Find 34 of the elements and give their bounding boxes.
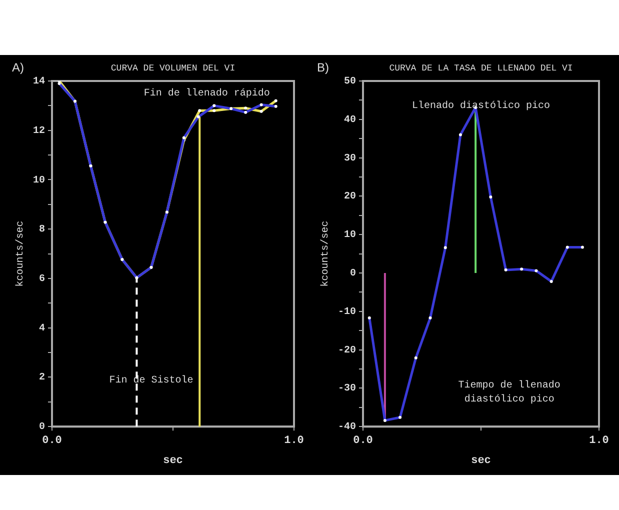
chart-title: CURVA DE VOLUMEN DEL VI bbox=[110, 63, 236, 74]
annotation: Fin de Sistole bbox=[109, 374, 194, 387]
x-tick-label: 0.0 bbox=[353, 434, 373, 447]
y-tick-label: 30 bbox=[344, 153, 356, 164]
y-tick-label: 40 bbox=[344, 114, 356, 126]
y-tick-label: -30 bbox=[338, 384, 356, 395]
y-tick-label: 4 bbox=[38, 323, 45, 334]
annotation: Tiempo de llenado diastólico pico bbox=[458, 380, 560, 406]
y-axis-title: kcounts/sec bbox=[14, 220, 27, 287]
y-tick-label: 0 bbox=[38, 422, 45, 434]
y-tick-label: 20 bbox=[344, 192, 356, 203]
text: B) bbox=[317, 60, 330, 74]
x-tick-label: 0.0 bbox=[42, 434, 62, 447]
y-tick-label: 6 bbox=[38, 274, 45, 285]
y-axis-title: kcounts/sec bbox=[320, 220, 332, 287]
y-tick-label: -20 bbox=[338, 345, 356, 356]
y-tick-label: 12 bbox=[32, 126, 45, 137]
chart-title: CURVA DE LA TASA DE LLENADO DEL VI bbox=[389, 63, 573, 74]
y-tick-label: 14 bbox=[32, 76, 45, 88]
y-tick-label: -10 bbox=[338, 306, 356, 318]
y-tick-label: 0 bbox=[350, 268, 356, 280]
annotation: Llenado diastólico pico bbox=[412, 100, 550, 112]
y-tick-label: 50 bbox=[344, 76, 356, 88]
x-tick-label: 1.0 bbox=[589, 434, 609, 447]
x-tick-label: 1.0 bbox=[284, 434, 304, 447]
y-tick-label: 10 bbox=[344, 230, 356, 242]
y-tick-label: 8 bbox=[38, 224, 45, 236]
y-tick-label: 2 bbox=[38, 372, 45, 384]
y-tick-label: -40 bbox=[338, 422, 356, 434]
x-axis-title: sec bbox=[163, 455, 183, 468]
annotation: Fin de llenado rápido bbox=[144, 88, 270, 100]
y-tick-label: 10 bbox=[32, 175, 45, 186]
text: A) bbox=[12, 60, 24, 74]
x-axis-title: sec bbox=[471, 455, 491, 468]
